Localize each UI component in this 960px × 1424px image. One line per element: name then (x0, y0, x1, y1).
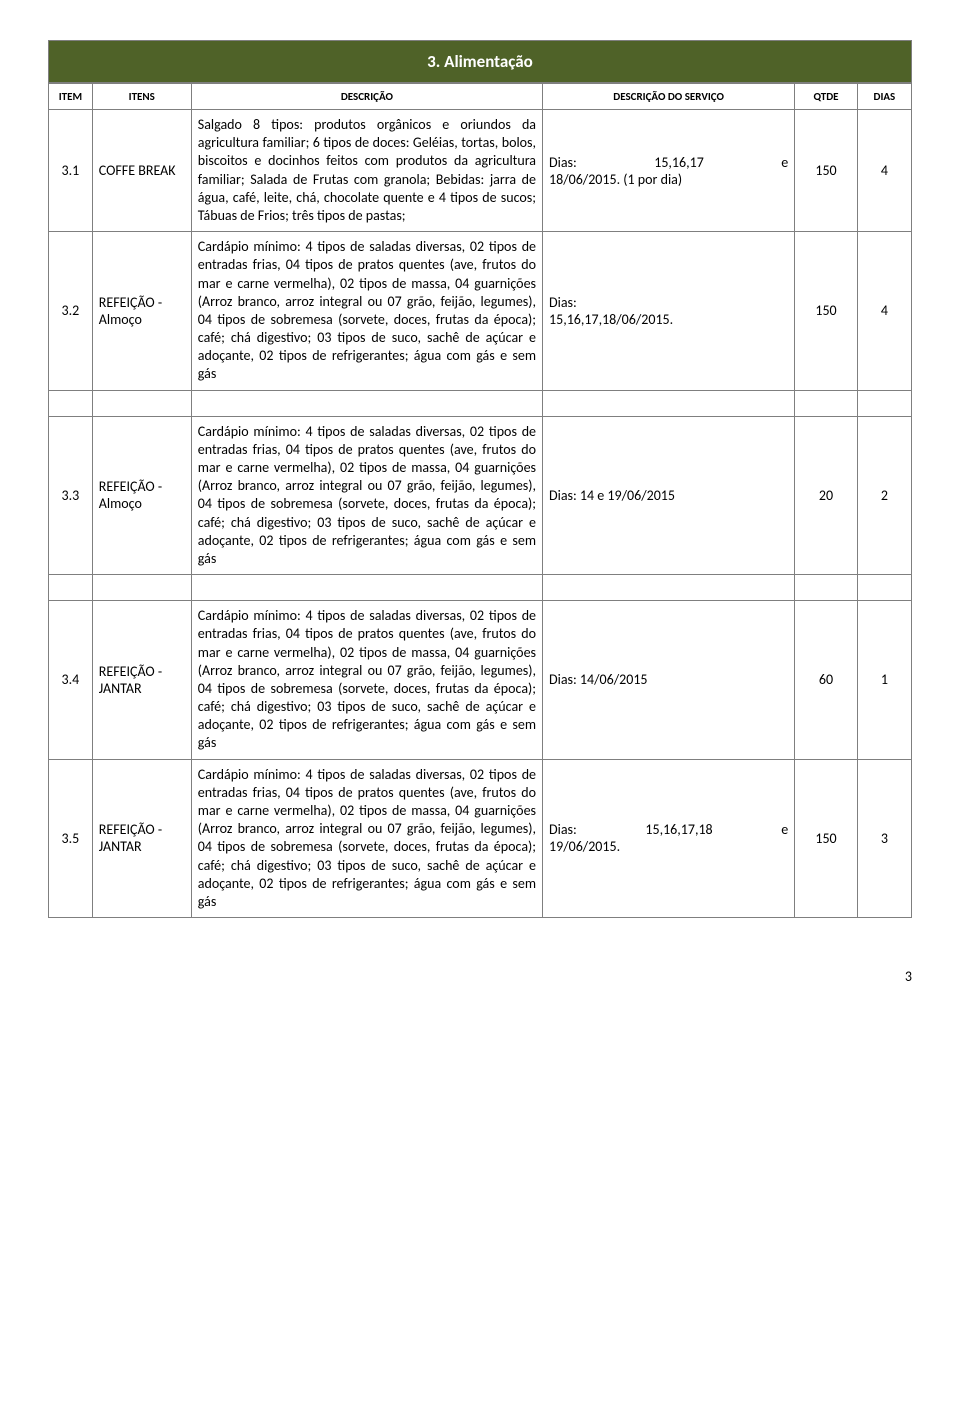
cell-qtde: 20 (795, 416, 858, 575)
servico-text: 19/06/2015. (549, 838, 788, 855)
cell-descricao: Cardápio mínimo: 4 tipos de saladas dive… (191, 601, 542, 760)
table-row: 3.4 REFEIÇÃO - JANTAR Cardápio mínimo: 4… (49, 601, 912, 760)
cell-itens: REFEIÇÃO - JANTAR (92, 759, 191, 918)
cell-servico: Dias: 14 e 19/06/2015 (543, 416, 795, 575)
servico-text: Dias: (549, 821, 577, 838)
cell-dias: 4 (857, 232, 911, 391)
spacer-row (49, 390, 912, 416)
cell-qtde: 60 (795, 601, 858, 760)
cell-dias: 4 (857, 110, 911, 232)
page-number: 3 (48, 918, 912, 985)
cell-dias: 1 (857, 601, 911, 760)
servico-text: 15,16,17 (654, 154, 704, 171)
cell-itens: REFEIÇÃO - Almoço (92, 416, 191, 575)
table-header-row: ITEM ITENS DESCRIÇÃO DESCRIÇÃO DO SERVIÇ… (49, 84, 912, 110)
table-row: 3.3 REFEIÇÃO - Almoço Cardápio mínimo: 4… (49, 416, 912, 575)
cell-itens: COFFE BREAK (92, 110, 191, 232)
col-header-descricao: DESCRIÇÃO (191, 84, 542, 110)
cell-item: 3.4 (49, 601, 93, 760)
col-header-qtde: QTDE (795, 84, 858, 110)
cell-qtde: 150 (795, 232, 858, 391)
servico-text: e (781, 821, 788, 838)
cell-descricao: Cardápio mínimo: 4 tipos de saladas dive… (191, 416, 542, 575)
servico-text: e (781, 154, 788, 171)
table-row: 3.5 REFEIÇÃO - JANTAR Cardápio mínimo: 4… (49, 759, 912, 918)
cell-dias: 2 (857, 416, 911, 575)
servico-text: 15,16,17,18 (645, 821, 712, 838)
cell-item: 3.2 (49, 232, 93, 391)
cell-servico: Dias: 14/06/2015 (543, 601, 795, 760)
cell-servico: Dias: 15,16,17,18 e 19/06/2015. (543, 759, 795, 918)
col-header-itens: ITENS (92, 84, 191, 110)
cell-descricao: Cardápio mínimo: 4 tipos de saladas dive… (191, 232, 542, 391)
servico-text: Dias: (549, 294, 788, 311)
servico-text: Dias: (549, 154, 577, 171)
cell-item: 3.3 (49, 416, 93, 575)
servico-text: 18/06/2015. (1 por dia) (549, 171, 788, 188)
cell-item: 3.5 (49, 759, 93, 918)
col-header-servico: DESCRIÇÃO DO SERVIÇO (543, 84, 795, 110)
col-header-item: ITEM (49, 84, 93, 110)
cell-qtde: 150 (795, 110, 858, 232)
section-title: 3. Alimentação (48, 40, 912, 83)
servico-text: 15,16,17,18/06/2015. (549, 311, 788, 328)
data-table: ITEM ITENS DESCRIÇÃO DESCRIÇÃO DO SERVIÇ… (48, 83, 912, 918)
table-row: 3.1 COFFE BREAK Salgado 8 tipos: produto… (49, 110, 912, 232)
cell-servico: Dias: 15,16,17,18/06/2015. (543, 232, 795, 391)
spacer-row (49, 575, 912, 601)
col-header-dias: DIAS (857, 84, 911, 110)
cell-servico: Dias: 15,16,17 e 18/06/2015. (1 por dia) (543, 110, 795, 232)
table-row: 3.2 REFEIÇÃO - Almoço Cardápio mínimo: 4… (49, 232, 912, 391)
cell-descricao: Cardápio mínimo: 4 tipos de saladas dive… (191, 759, 542, 918)
cell-dias: 3 (857, 759, 911, 918)
cell-qtde: 150 (795, 759, 858, 918)
cell-descricao: Salgado 8 tipos: produtos orgânicos e or… (191, 110, 542, 232)
cell-itens: REFEIÇÃO - JANTAR (92, 601, 191, 760)
cell-item: 3.1 (49, 110, 93, 232)
cell-itens: REFEIÇÃO - Almoço (92, 232, 191, 391)
